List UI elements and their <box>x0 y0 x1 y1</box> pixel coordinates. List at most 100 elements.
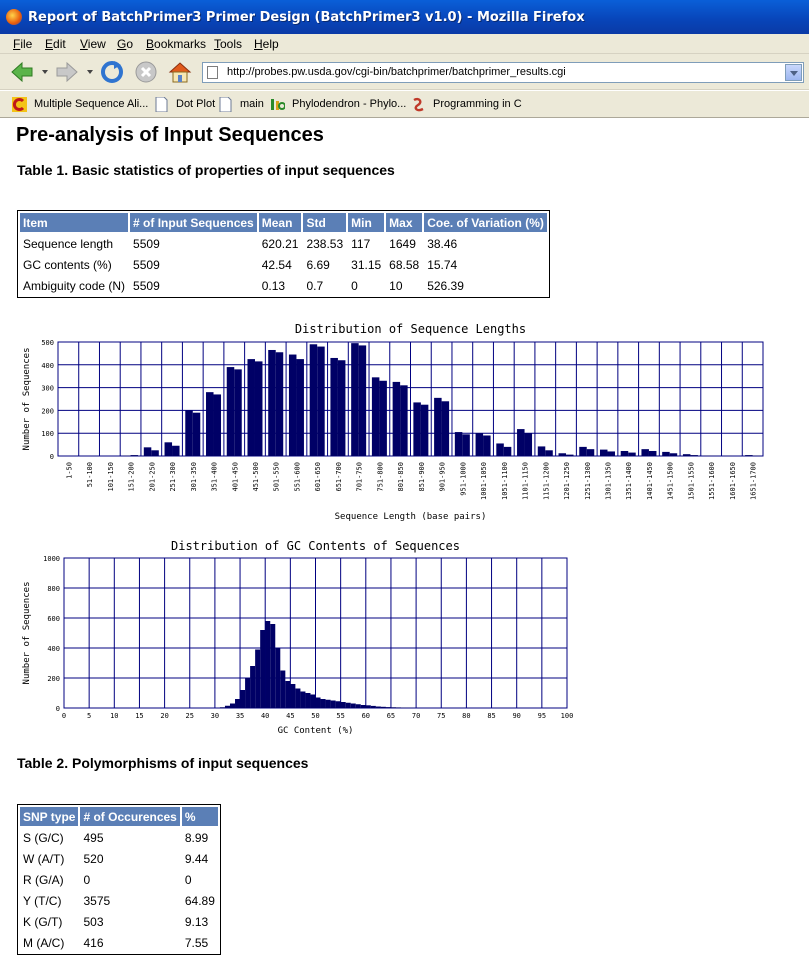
bar <box>295 688 301 708</box>
bar <box>270 624 276 708</box>
x-tick-label: 301-350 <box>190 462 198 492</box>
table-row: GC contents (%) 5509 42.54 6.69 31.15 68.58 15… <box>20 255 547 274</box>
polymorphism-table-header: % <box>181 807 218 826</box>
bar <box>285 681 291 708</box>
y-tick-label: 0 <box>50 453 54 461</box>
table-cell: 31.15 <box>351 257 382 272</box>
table-cell: 1649 <box>389 236 416 251</box>
table-cell: 15.74 <box>427 257 458 272</box>
table-cell: 495 <box>83 830 104 845</box>
table-cell: 526.39 <box>427 278 464 293</box>
bar <box>192 412 201 456</box>
x-tick-label: 601-650 <box>314 462 322 492</box>
forward-arrow-icon[interactable] <box>55 60 79 84</box>
page-icon <box>219 97 232 112</box>
bar <box>441 401 450 456</box>
x-tick-label: 401-450 <box>231 462 239 492</box>
bar <box>392 381 401 456</box>
table-cell: 520 <box>83 851 104 866</box>
bar <box>335 701 341 708</box>
url-dropdown-icon[interactable] <box>785 64 802 81</box>
table-cell: S (G/C) <box>23 830 64 845</box>
back-arrow-icon[interactable] <box>10 60 34 84</box>
table-cell: 7.55 <box>184 935 209 950</box>
bar <box>462 434 470 456</box>
reload-icon[interactable] <box>100 60 124 84</box>
menu-go[interactable]: Go <box>117 37 134 51</box>
bar <box>275 352 284 456</box>
bar <box>475 433 484 456</box>
table-cell: 10 <box>389 278 403 293</box>
link-icon <box>413 97 424 112</box>
y-tick-label: 200 <box>41 407 54 415</box>
menu-help[interactable]: Help <box>254 37 279 51</box>
bar <box>607 451 615 456</box>
bar <box>599 449 608 456</box>
stats-table-header: Coe. of Variation (%) <box>424 213 547 232</box>
bar <box>310 694 316 708</box>
x-tick-label: 951-1000 <box>459 462 467 496</box>
bar <box>628 452 636 456</box>
back-dropdown-icon[interactable] <box>42 70 48 74</box>
bar <box>620 450 629 456</box>
bar <box>337 360 346 456</box>
x-tick-label: 70 <box>412 712 420 720</box>
address-bar[interactable]: http://probes.pw.usda.gov/cgi-bin/batchp… <box>202 62 804 83</box>
x-tick-label: 1101-1150 <box>522 462 530 500</box>
bar <box>229 703 236 708</box>
polymorphism-table: SNP type # of Occurences% S (G/C) 495 8.99 W… <box>17 804 221 955</box>
home-icon[interactable] <box>168 60 192 84</box>
menu-file[interactable]: File <box>13 37 33 51</box>
bar <box>290 684 296 708</box>
bar <box>690 455 698 456</box>
table-cell: 9.44 <box>184 851 209 866</box>
bar <box>375 706 381 708</box>
stats-table-header: Min <box>348 213 385 232</box>
url-text[interactable]: http://probes.pw.usda.gov/cgi-bin/batchp… <box>227 66 566 78</box>
bar <box>206 392 214 456</box>
page-content: Pre-analysis of Input Sequences Table 1.… <box>0 119 809 963</box>
x-tick-label: 1151-1200 <box>542 462 550 500</box>
table-cell: 117 <box>351 236 371 251</box>
x-tick-label: 10 <box>110 712 118 720</box>
y-axis-label: Number of Sequences <box>22 582 32 685</box>
x-tick-label: 25 <box>186 712 194 720</box>
table-cell: 620.21 <box>261 236 299 251</box>
y-axis-label: Number of Sequences <box>22 348 32 451</box>
menu-view[interactable]: View <box>80 37 106 51</box>
sequence-length-chart: Distribution of Sequence Lengths 0 100 200 3… <box>22 322 764 522</box>
bar <box>288 354 297 456</box>
menu-tools[interactable]: Tools <box>214 37 243 51</box>
x-axis-label: GC Content (%) <box>278 726 354 736</box>
table-cell: 38.46 <box>427 236 458 251</box>
table-cell: 42.54 <box>261 257 292 272</box>
forward-dropdown-icon[interactable] <box>87 70 93 74</box>
polymorphism-table-header: # of Occurences <box>80 807 180 826</box>
bar <box>745 455 753 456</box>
y-tick-label: 300 <box>41 385 54 393</box>
x-tick-label: 40 <box>261 712 269 720</box>
x-tick-label: 1651-1700 <box>750 462 758 500</box>
bar <box>496 443 504 456</box>
table-cell: R (G/A) <box>23 872 64 887</box>
bar <box>340 702 346 708</box>
table-row: M (A/C) 416 7.55 <box>20 933 218 952</box>
bar <box>648 450 657 456</box>
menu-edit[interactable]: Edit <box>45 37 66 51</box>
x-tick-label: 1251-1300 <box>584 462 592 500</box>
table-cell: W (A/T) <box>23 851 65 866</box>
window-titlebar[interactable]: Report of BatchPrimer3 Primer Design (Ba… <box>0 0 809 34</box>
bar <box>151 450 159 456</box>
page-icon <box>155 97 168 112</box>
bar <box>370 705 376 708</box>
x-tick-label: 15 <box>135 712 143 720</box>
bar <box>219 707 225 708</box>
x-tick-label: 90 <box>512 712 520 720</box>
table-row: Sequence length 5509 620.21 238.53 117 1649 38… <box>20 234 547 253</box>
menu-bookmarks[interactable]: Bookmarks <box>146 37 207 51</box>
stop-icon[interactable] <box>134 60 158 84</box>
x-tick-label: 0 <box>62 712 66 720</box>
window-title: Report of BatchPrimer3 Primer Design (Ba… <box>28 10 585 25</box>
x-tick-label: 45 <box>286 712 294 720</box>
x-tick-label: 151-200 <box>128 462 136 492</box>
